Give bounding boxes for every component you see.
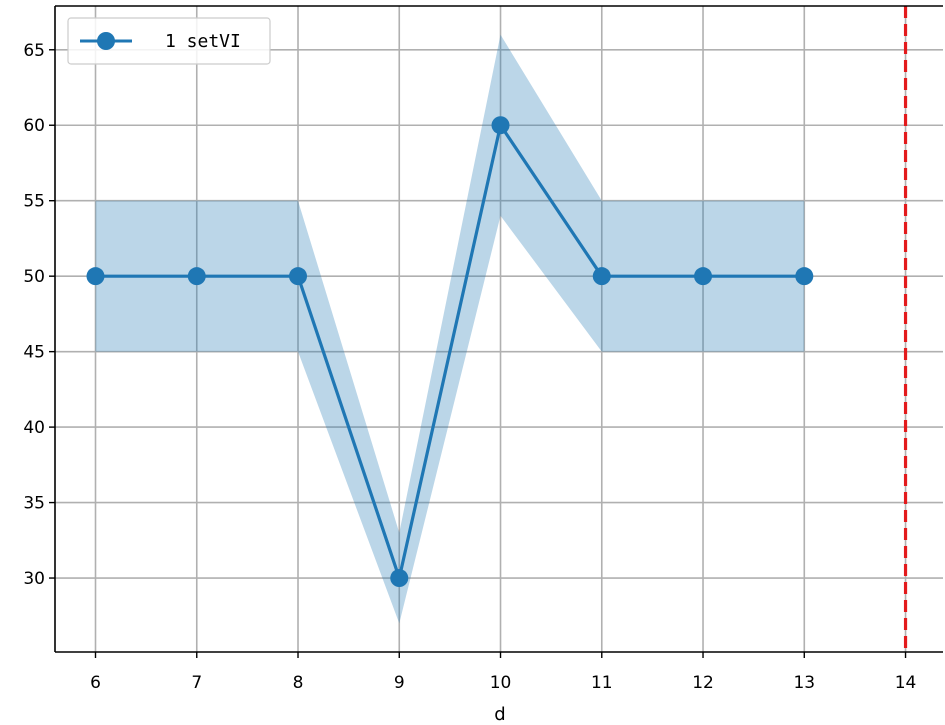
y-tick-label: 30 xyxy=(23,569,45,589)
x-tick-label: 8 xyxy=(293,673,304,693)
y-tick-label: 45 xyxy=(23,343,45,363)
x-tick-label: 9 xyxy=(394,673,405,693)
legend: 1 setVI xyxy=(67,17,271,65)
x-tick-label: 12 xyxy=(692,673,714,693)
x-tick-label: 7 xyxy=(191,673,202,693)
data-point xyxy=(795,267,814,286)
data-point xyxy=(592,267,611,286)
x-axis-ticks: 6 7 8 9 10 11 12 13 14 xyxy=(90,652,916,693)
y-tick-label: 35 xyxy=(23,494,45,514)
x-axis-label: d xyxy=(494,704,505,725)
data-point xyxy=(491,116,510,135)
legend-box xyxy=(67,17,271,65)
legend-entry-label: 1 setVI xyxy=(165,31,241,52)
y-axis-ticks: 30 35 40 45 50 55 60 65 xyxy=(23,41,55,589)
y-tick-label: 55 xyxy=(23,192,45,212)
y-tick-label: 60 xyxy=(23,116,45,136)
x-tick-label: 14 xyxy=(895,673,917,693)
x-tick-label: 6 xyxy=(90,673,101,693)
y-tick-label: 65 xyxy=(23,41,45,61)
series-line-layer xyxy=(95,123,805,580)
x-tick-label: 10 xyxy=(490,673,512,693)
x-tick-label: 13 xyxy=(793,673,815,693)
data-point xyxy=(694,267,713,286)
data-point xyxy=(187,267,206,286)
series-line xyxy=(95,123,805,580)
x-tick-label: 11 xyxy=(591,673,613,693)
confidence-band xyxy=(95,34,805,624)
data-point xyxy=(289,267,308,286)
y-tick-label: 50 xyxy=(23,267,45,287)
data-point xyxy=(86,267,105,286)
y-tick-label: 40 xyxy=(23,418,45,438)
legend-marker-swatch xyxy=(97,32,115,50)
confidence-band-layer xyxy=(95,34,805,624)
data-point xyxy=(390,569,409,588)
marker-layer xyxy=(86,116,814,588)
axes xyxy=(54,5,943,653)
